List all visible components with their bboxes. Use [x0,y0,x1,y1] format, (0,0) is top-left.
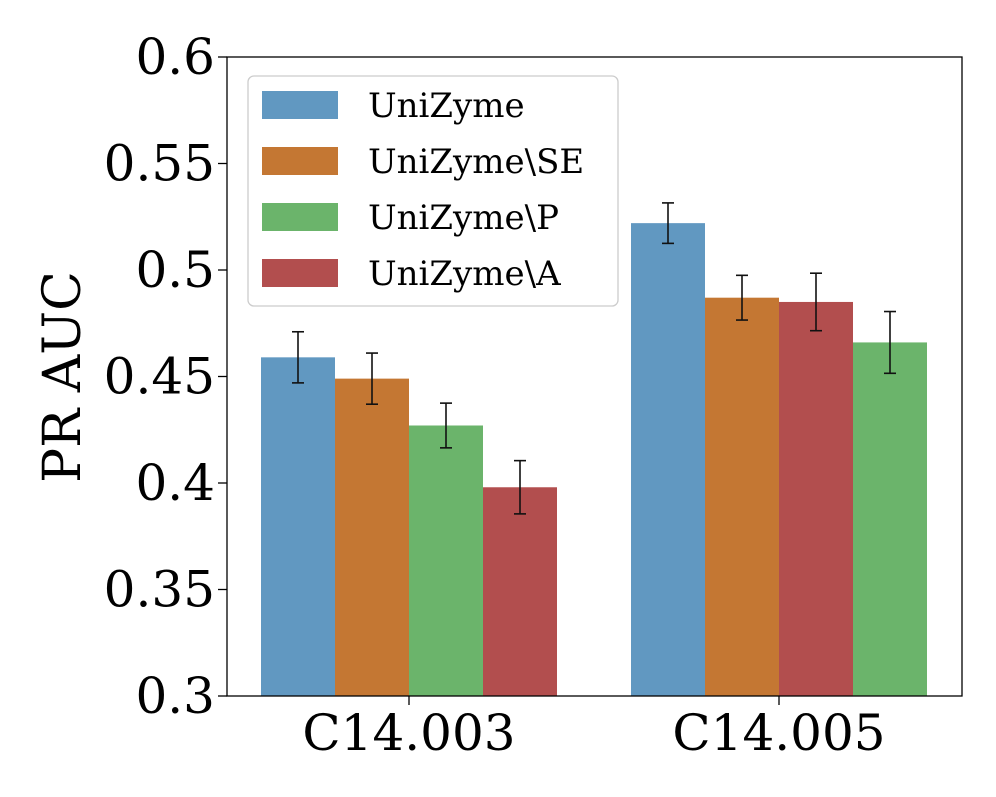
y-tick-label: 0.35 [104,561,215,619]
error-bar [440,402,452,449]
legend-label: UniZyme [368,86,525,126]
bar [853,342,927,696]
legend-swatch [262,259,338,287]
bar [705,297,779,696]
legend: UniZyme UniZyme\SE UniZyme\P UniZyme\A [247,75,619,307]
errorbars-layer [292,202,896,515]
bar [779,301,853,696]
legend-label: UniZyme\P [368,198,559,238]
error-bar [810,272,822,332]
x-tick-label: C14.003 [302,704,515,762]
y-tick-label: 0.5 [135,241,215,299]
y-tick-label: 0.3 [135,667,215,725]
legend-frame [247,75,619,307]
bar [335,378,409,696]
y-tick-label: 0.45 [104,348,215,406]
y-tick-label: 0.55 [104,135,215,193]
error-bar [366,352,378,405]
bar [261,357,335,696]
legend-swatch [262,147,338,175]
error-bar [736,274,748,321]
bar [409,425,483,696]
legend-item: UniZyme\SE [262,142,584,182]
error-bar [514,459,526,515]
legend-item: UniZyme\A [262,254,561,294]
bar [631,223,705,696]
legend-swatch [262,91,338,119]
y-tick-label: 0.6 [135,28,215,86]
error-bar [292,330,304,384]
legend-item: UniZyme [262,86,525,126]
legend-label: UniZyme\SE [368,142,584,182]
x-tick-label: C14.005 [672,704,885,762]
legend-item: UniZyme\P [262,198,559,238]
bars-layer [261,223,927,696]
y-axis: 0.3 0.35 0.4 0.45 0.5 0.55 0.6 [104,28,227,725]
error-bar [662,202,674,245]
x-axis: C14.003 C14.005 [302,696,886,762]
legend-swatch [262,203,338,231]
bar [483,487,557,696]
y-axis-label: PR AUC [33,271,93,483]
error-bar [884,310,896,375]
y-tick-label: 0.4 [135,454,215,512]
legend-label: UniZyme\A [368,254,561,294]
